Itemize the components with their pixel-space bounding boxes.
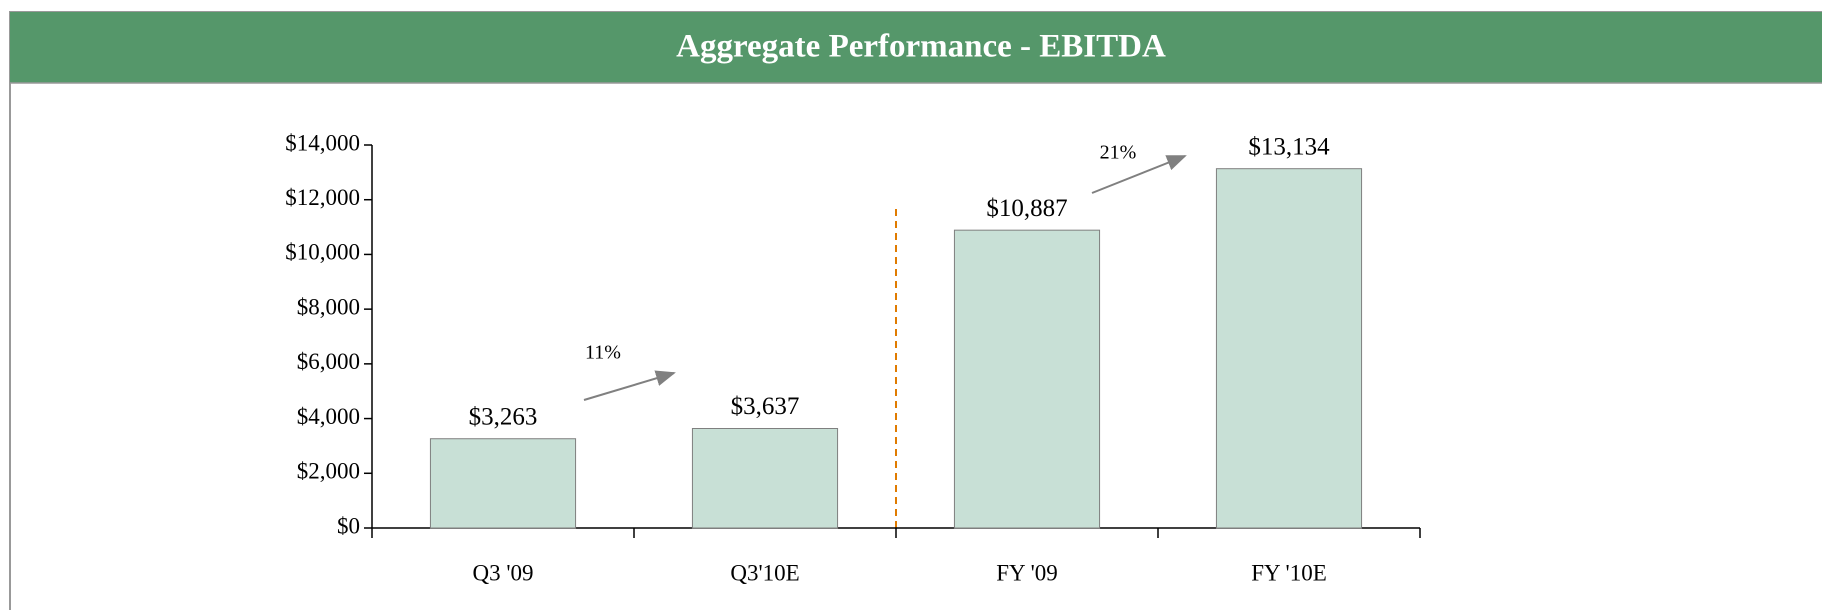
data-label: $3,637 xyxy=(731,393,800,420)
bar xyxy=(1215,168,1363,529)
chart-title: Aggregate Performance - EBITDA xyxy=(676,29,1166,65)
bar xyxy=(953,229,1101,529)
data-label: $10,887 xyxy=(986,195,1067,222)
annotation: 11% xyxy=(585,342,621,364)
header-band xyxy=(10,12,1822,83)
bar xyxy=(429,438,577,529)
growth-arrow xyxy=(583,370,676,401)
y-tick-label: $2,000 xyxy=(297,459,360,484)
data-label: $3,263 xyxy=(469,403,538,430)
annotation: 21% xyxy=(1100,142,1137,164)
y-tick-label: $14,000 xyxy=(285,130,360,155)
x-tick-label: FY '10E xyxy=(1251,560,1327,585)
panel-frame xyxy=(9,11,1822,610)
y-tick-label: $12,000 xyxy=(285,185,360,210)
bar xyxy=(691,428,839,529)
x-tick-label: Q3'10E xyxy=(730,560,799,585)
y-tick-label: $0 xyxy=(337,513,360,538)
y-tick-label: $8,000 xyxy=(297,294,360,319)
x-tick-label: Q3 '09 xyxy=(472,560,533,585)
growth-arrow xyxy=(1091,155,1187,194)
x-tick-label: FY '09 xyxy=(996,560,1057,585)
y-tick-label: $6,000 xyxy=(297,349,360,374)
y-tick-label: $10,000 xyxy=(285,240,360,265)
y-tick-label: $4,000 xyxy=(297,404,360,429)
data-label: $13,134 xyxy=(1248,133,1330,160)
